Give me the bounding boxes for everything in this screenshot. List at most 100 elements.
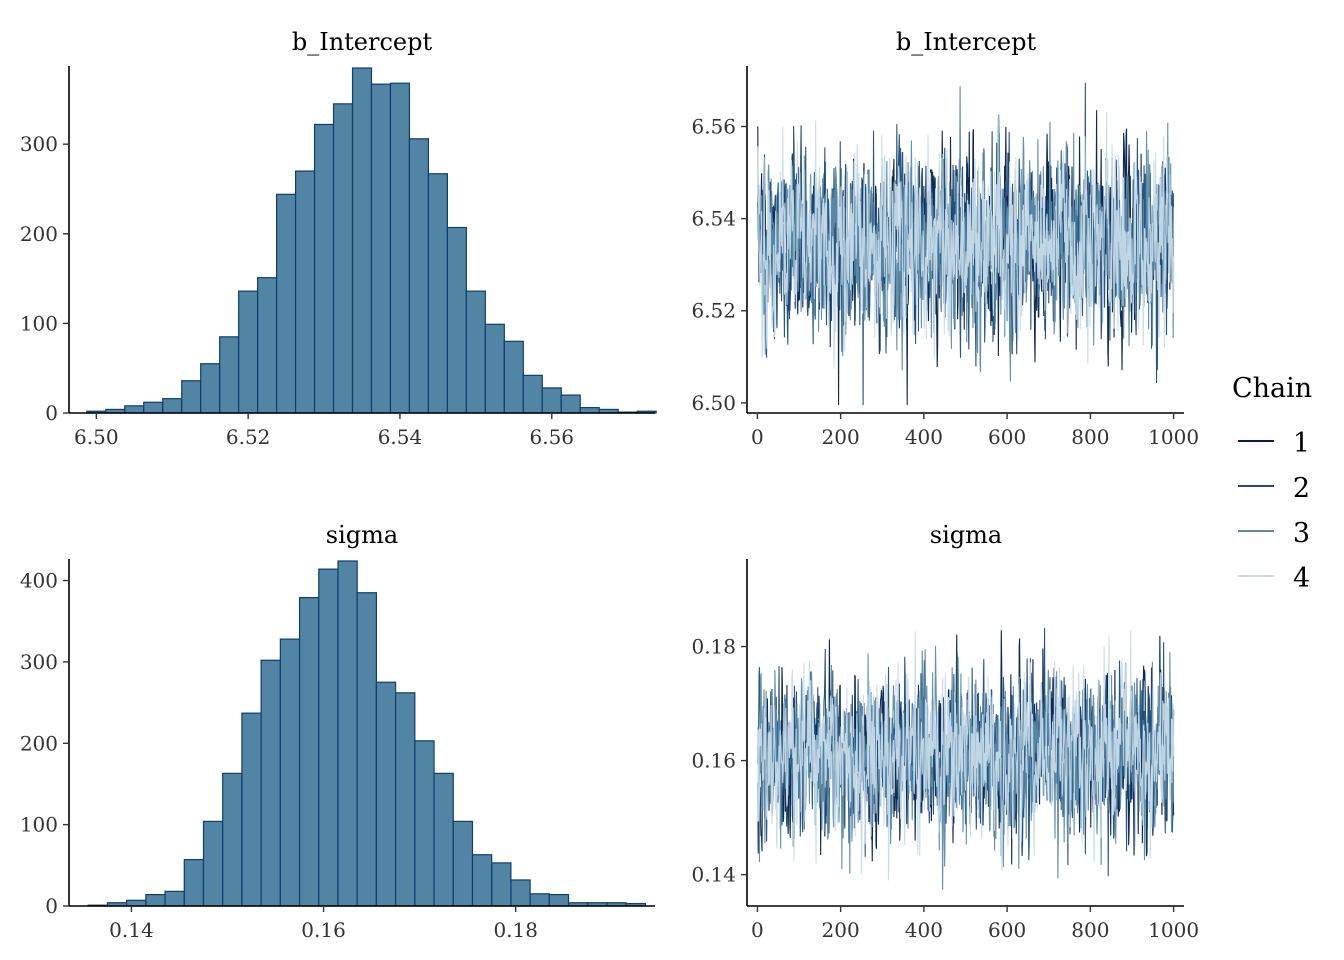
x-tick-label: 6.54 <box>378 425 423 449</box>
histogram-bar <box>181 380 202 414</box>
legend-label: 4 <box>1293 563 1310 594</box>
histogram-bar <box>452 820 474 907</box>
y-tick-label: 0.18 <box>691 635 736 659</box>
histogram-bar <box>395 692 416 907</box>
histogram-bar <box>427 173 448 414</box>
histogram-bar <box>414 740 435 907</box>
x-tick-label: 600 <box>988 918 1026 942</box>
histogram-bar <box>162 398 183 414</box>
legend-item: 1 <box>1238 428 1310 459</box>
histogram-bar <box>375 681 397 907</box>
histogram-bar <box>219 336 240 414</box>
histogram-bar <box>318 568 339 907</box>
legend-label: 1 <box>1293 428 1310 459</box>
histogram-bar <box>579 407 600 414</box>
histogram-bar <box>294 170 316 414</box>
panel-trace-b-intercept: b_Intercept 0 200 400 600 800 1000 6.50 6.52 6.5… <box>691 28 1199 449</box>
y-tick-label: 300 <box>20 132 58 156</box>
histogram-bar <box>522 374 543 414</box>
histogram-bar <box>238 290 259 414</box>
legend-item: 2 <box>1238 473 1310 504</box>
histogram-bar <box>433 772 454 907</box>
legend-label: 2 <box>1293 473 1310 504</box>
x-tick-label: 0.14 <box>109 918 154 942</box>
x-tick-label: 6.50 <box>74 425 119 449</box>
y-tick-label: 0.16 <box>691 749 736 773</box>
panel-hist-b-intercept: b_Intercept 6.50 6.52 6.54 6.56 0 100 200 300 <box>20 28 657 449</box>
x-tick-label: 0.16 <box>301 918 346 942</box>
legend-title: Chain <box>1232 373 1312 404</box>
legend: Chain 1 2 3 4 <box>1232 373 1312 594</box>
y-tick-label: 0.14 <box>691 863 736 887</box>
trace-lines <box>757 628 1175 890</box>
histogram-bar <box>126 899 147 907</box>
y-tick-label: 200 <box>20 731 58 755</box>
histogram-bar <box>276 193 297 414</box>
legend-label: 3 <box>1293 518 1310 549</box>
x-tick-label: 800 <box>1071 425 1109 449</box>
histogram-bar <box>279 638 301 907</box>
y-tick-label: 6.50 <box>691 391 736 415</box>
histogram-bar <box>510 879 531 907</box>
histogram-bar <box>529 893 550 907</box>
x-tick-label: 0 <box>751 425 764 449</box>
x-tick-label: 6.52 <box>226 425 271 449</box>
histogram-bar <box>164 890 185 907</box>
axes: 0 200 400 600 800 1000 6.50 6.52 6.54 6.56 <box>691 66 1199 449</box>
x-tick-label: 1000 <box>1148 425 1199 449</box>
histogram-bar <box>313 123 335 414</box>
x-tick-label: 1000 <box>1148 918 1199 942</box>
x-tick-label: 400 <box>905 918 943 942</box>
histogram-bar <box>408 138 430 414</box>
x-tick-label: 6.56 <box>530 425 575 449</box>
legend-item: 4 <box>1238 563 1310 594</box>
histogram-bar <box>124 405 145 414</box>
panel-title: b_Intercept <box>292 28 433 56</box>
histogram-bar <box>465 290 486 414</box>
y-tick-label: 200 <box>20 222 58 246</box>
trace-line-chain-4 <box>757 630 1175 881</box>
histogram-bar <box>202 820 224 907</box>
y-tick-label: 400 <box>20 569 58 593</box>
histogram-bar <box>257 277 278 414</box>
panel-title: sigma <box>326 521 398 549</box>
x-tick-label: 200 <box>822 425 860 449</box>
histogram-bars <box>86 67 657 414</box>
trace-line-chain-4 <box>757 112 1175 369</box>
axes: 6.50 6.52 6.54 6.56 0 100 200 300 <box>20 66 655 449</box>
histogram-bar <box>548 894 570 907</box>
axes: 0 200 400 600 800 1000 0.14 0.16 0.18 <box>691 559 1199 942</box>
histogram-bar <box>370 83 392 414</box>
y-tick-label: 0 <box>45 401 58 425</box>
histogram-bar <box>183 859 205 907</box>
panel-title: sigma <box>930 521 1002 549</box>
histogram-bar <box>471 854 493 907</box>
y-tick-label: 100 <box>20 813 58 837</box>
x-tick-label: 600 <box>988 425 1026 449</box>
histogram-bar <box>484 323 505 414</box>
histogram-bar <box>260 659 281 907</box>
histogram-bar <box>503 340 524 414</box>
histogram-bar <box>337 560 358 907</box>
x-tick-label: 400 <box>905 425 943 449</box>
histogram-bar <box>351 67 373 414</box>
panel-title: b_Intercept <box>896 28 1037 56</box>
panel-hist-sigma: sigma 0.14 0.16 0.18 0 100 200 300 400 <box>20 521 655 942</box>
histogram-bar <box>145 894 166 907</box>
histogram-bar <box>241 712 262 907</box>
histogram-bar <box>298 597 320 907</box>
trace-lines <box>757 82 1175 406</box>
y-tick-label: 0 <box>45 894 58 918</box>
histogram-bar <box>222 772 243 907</box>
panel-trace-sigma: sigma 0 200 400 600 800 1000 0.14 0.16 0.18 <box>691 521 1199 942</box>
legend-item: 3 <box>1238 518 1310 549</box>
x-tick-label: 0 <box>751 918 764 942</box>
y-tick-label: 300 <box>20 650 58 674</box>
legend-items: 1 2 3 4 <box>1238 428 1310 594</box>
x-tick-label: 800 <box>1071 918 1109 942</box>
histogram-bar <box>143 401 164 414</box>
histogram-bar <box>332 103 354 414</box>
histogram-bar <box>389 82 411 414</box>
axes: 0.14 0.16 0.18 0 100 200 300 400 <box>20 559 655 942</box>
